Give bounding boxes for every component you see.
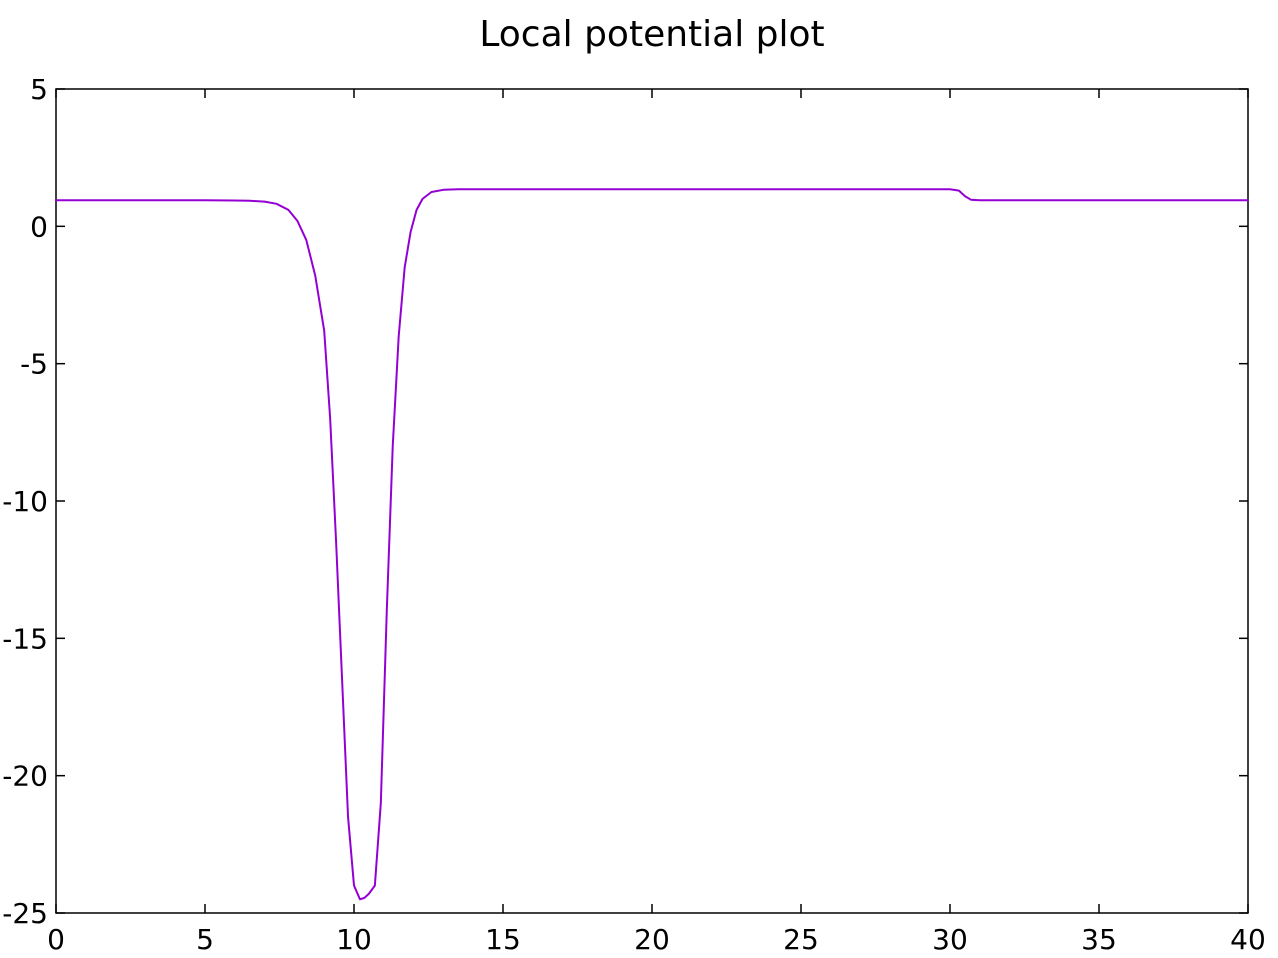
y-tick-label: -15 bbox=[2, 622, 48, 655]
series-line-0 bbox=[55, 188, 1249, 901]
y-tick-label: -10 bbox=[2, 485, 48, 518]
x-tick-label: 20 bbox=[634, 923, 670, 956]
y-tick-label: -20 bbox=[2, 760, 48, 793]
chart-title: Local potential plot bbox=[479, 14, 824, 55]
x-tick-label: 30 bbox=[932, 923, 968, 956]
x-tick-label: 25 bbox=[783, 923, 819, 956]
x-tick-label: 40 bbox=[1230, 923, 1266, 956]
y-tick-label: -25 bbox=[2, 897, 48, 930]
plot-frame bbox=[55, 88, 1249, 914]
x-tick-label: 35 bbox=[1081, 923, 1117, 956]
x-tick-label: 0 bbox=[47, 923, 65, 956]
x-tick-label: 5 bbox=[196, 923, 214, 956]
x-tick-label: 15 bbox=[485, 923, 521, 956]
series-layer bbox=[55, 188, 1249, 901]
y-tick-label: -5 bbox=[20, 348, 48, 381]
y-tick-label: 0 bbox=[30, 210, 48, 243]
x-tick-label: 10 bbox=[336, 923, 372, 956]
y-tick-label: 5 bbox=[30, 73, 48, 106]
axes-layer: 0 5 10 15 20 25 30 35 40 5 0 -5 -10 -15 -20 -25 bbox=[2, 73, 1266, 956]
